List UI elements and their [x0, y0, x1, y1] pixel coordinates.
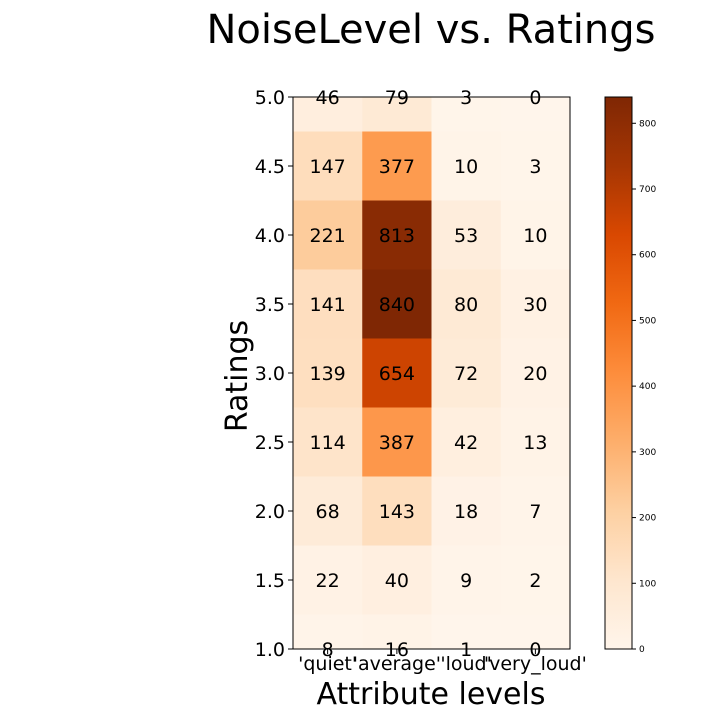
cell-value-label: 13 — [523, 432, 547, 454]
heatmap-cell — [293, 200, 363, 270]
heatmap-cell — [362, 476, 432, 546]
colorbar-tick-label: 600 — [639, 251, 656, 261]
cell-value-label: 114 — [309, 432, 345, 454]
heatmap-cell — [500, 97, 571, 132]
heatmap-cell — [362, 614, 432, 650]
cell-value-label: 18 — [454, 501, 478, 523]
cell-value-label: 53 — [454, 225, 478, 247]
heatmap-cell — [431, 269, 502, 339]
cell-value-label: 10 — [523, 225, 547, 247]
colorbar-tick-label: 300 — [639, 448, 656, 458]
cell-value-label: 0 — [529, 87, 541, 109]
cell-value-label: 80 — [454, 294, 478, 316]
heatmap-cell — [431, 200, 502, 270]
cell-value-label: 141 — [309, 294, 345, 316]
heatmap-cell — [362, 338, 432, 408]
cell-value-label: 143 — [379, 501, 415, 523]
x-axis-label: Attribute levels — [317, 677, 546, 712]
chart-title: NoiseLevel vs. Ratings — [206, 7, 655, 53]
y-tick-label: 4.0 — [255, 225, 285, 247]
heatmap-cell — [500, 545, 571, 615]
heatmap-cell — [500, 476, 571, 546]
cell-value-label: 3 — [460, 87, 472, 109]
cell-value-label: 139 — [309, 363, 345, 385]
heatmap-cell — [362, 200, 432, 270]
y-tick-label: 2.0 — [255, 501, 285, 523]
y-tick-label: 3.0 — [255, 363, 285, 385]
cell-value-label: 840 — [379, 294, 415, 316]
y-tick-label: 5.0 — [255, 87, 285, 109]
cell-value-label: 30 — [523, 294, 547, 316]
cell-value-label: 654 — [379, 363, 415, 385]
cell-value-label: 42 — [454, 432, 478, 454]
heatmap-cell — [500, 131, 571, 201]
heatmap-cell — [293, 131, 363, 201]
cell-value-label: 68 — [316, 501, 340, 523]
y-tick-label: 1.5 — [255, 570, 285, 592]
cell-value-label: 22 — [316, 570, 340, 592]
y-axis-label: Ratings — [220, 320, 255, 432]
x-axis-ticks: 'quiet''average''loud''very_loud' — [298, 649, 587, 675]
y-axis-ticks: 1.0 1.5 2.0 2.5 3.0 3.5 4.0 4.5 5.0 — [255, 87, 293, 661]
cell-value-label: 377 — [379, 156, 415, 178]
cell-value-label: 72 — [454, 363, 478, 385]
heatmap-cell — [500, 200, 571, 270]
heatmap-cell — [431, 545, 502, 615]
heatmap-cell — [293, 97, 363, 132]
heatmap-cell — [500, 407, 571, 477]
colorbar-tick-label: 100 — [639, 579, 656, 589]
y-tick-label: 2.5 — [255, 432, 285, 454]
x-tick-label: 'average' — [353, 653, 441, 675]
heatmap-cell — [431, 476, 502, 546]
heatmap-cell — [431, 338, 502, 408]
cell-value-label: 2 — [529, 570, 541, 592]
heatmap-cell — [431, 97, 502, 132]
x-tick-label: 'loud' — [440, 653, 491, 675]
cell-value-label: 40 — [385, 570, 409, 592]
heatmap-cell — [500, 614, 571, 650]
heatmap-cell — [362, 269, 432, 339]
cell-value-label: 813 — [379, 225, 415, 247]
heatmap-cell — [362, 131, 432, 201]
colorbar-tick-label: 200 — [639, 514, 656, 524]
heatmap-cell — [362, 545, 432, 615]
heatmap-cell — [293, 476, 363, 546]
cell-value-label: 221 — [309, 225, 345, 247]
heatmap-cell — [293, 338, 363, 408]
heatmap-cell — [431, 614, 502, 650]
cell-value-label: 7 — [529, 501, 541, 523]
heatmap-cell — [293, 407, 363, 477]
colorbar-tick-label: 0 — [639, 645, 645, 655]
heatmap-cell — [293, 614, 363, 650]
colorbar-tick-label: 500 — [639, 316, 656, 326]
x-tick-label: 'very_loud' — [484, 653, 587, 675]
heatmap-cell — [431, 131, 502, 201]
colorbar-ticks: 0 100 200 300 400 500 600 700 800 — [632, 119, 656, 655]
colorbar-tick-label: 400 — [639, 382, 656, 392]
cell-value-label: 10 — [454, 156, 478, 178]
heatmap-cell — [293, 545, 363, 615]
heatmap-cell — [500, 338, 571, 408]
cell-value-label: 46 — [316, 87, 340, 109]
heatmap-cell — [500, 269, 571, 339]
heatmap-cell — [362, 407, 432, 477]
cell-value-label: 387 — [379, 432, 415, 454]
colorbar-tick-label: 700 — [639, 185, 656, 195]
heatmap-cell — [362, 97, 432, 132]
y-tick-label: 3.5 — [255, 294, 285, 316]
heatmap-cell — [293, 269, 363, 339]
cell-value-label: 9 — [460, 570, 472, 592]
y-tick-label: 4.5 — [255, 156, 285, 178]
y-tick-label: 1.0 — [255, 639, 285, 661]
cell-value-label: 3 — [529, 156, 541, 178]
x-tick-label: 'quiet' — [298, 653, 357, 675]
cell-value-label: 20 — [523, 363, 547, 385]
colorbar — [604, 96, 633, 650]
heatmap-cell — [431, 407, 502, 477]
cell-value-label: 147 — [309, 156, 345, 178]
colorbar-tick-label: 800 — [639, 119, 656, 129]
cell-value-label: 79 — [385, 87, 409, 109]
